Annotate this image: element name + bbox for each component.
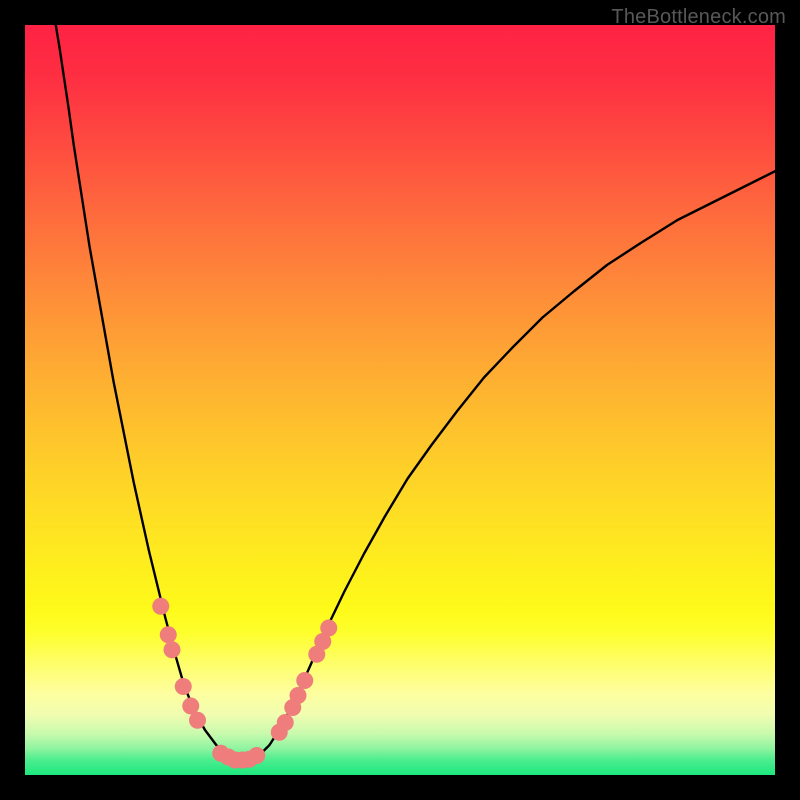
watermark-text: TheBottleneck.com: [611, 6, 786, 29]
chart-container: TheBottleneck.com: [0, 0, 800, 800]
bottleneck-chart: [0, 0, 800, 800]
